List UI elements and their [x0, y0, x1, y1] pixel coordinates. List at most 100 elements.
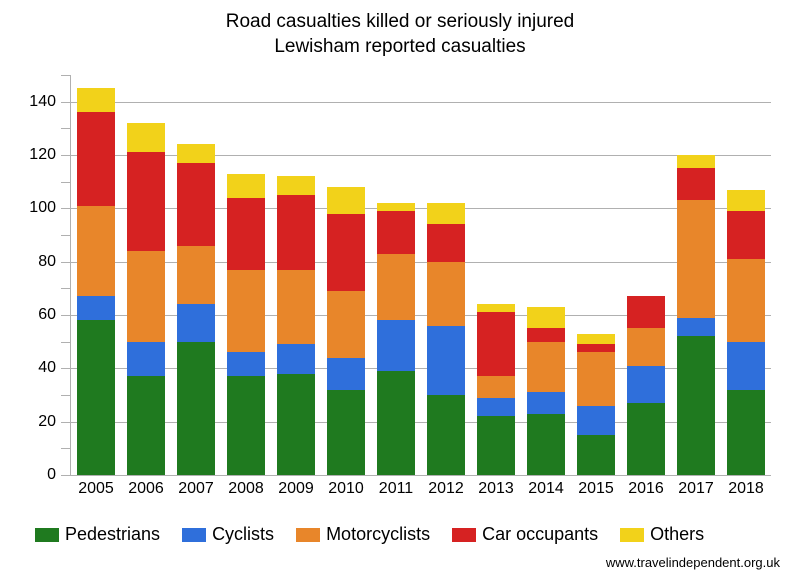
- segment-cyclists: [527, 392, 565, 413]
- x-axis-label: 2014: [528, 480, 564, 498]
- segment-cyclists: [77, 296, 115, 320]
- legend-label: Others: [650, 524, 704, 545]
- segment-car-occupants: [727, 211, 765, 259]
- gridline: [61, 102, 771, 103]
- segment-cyclists: [427, 326, 465, 395]
- segment-cyclists: [627, 366, 665, 403]
- y-tick: [61, 342, 71, 343]
- gridline: [61, 155, 771, 156]
- segment-pedestrians: [427, 395, 465, 475]
- legend-label: Pedestrians: [65, 524, 160, 545]
- y-axis-label: 40: [38, 359, 56, 377]
- plot-area: 0204060801001201402005200620072008200920…: [70, 75, 771, 476]
- x-axis-label: 2005: [78, 480, 114, 498]
- legend: Pedestrians Cyclists Motorcyclists Car occu…: [35, 524, 775, 545]
- x-axis-label: 2010: [328, 480, 364, 498]
- segment-car-occupants: [327, 214, 365, 291]
- y-tick: [61, 128, 71, 129]
- segment-others: [527, 307, 565, 328]
- segment-others: [727, 190, 765, 211]
- legend-label: Car occupants: [482, 524, 598, 545]
- y-axis-label: 100: [29, 199, 56, 217]
- segment-cyclists: [327, 358, 365, 390]
- y-axis-label: 80: [38, 253, 56, 271]
- segment-car-occupants: [77, 112, 115, 205]
- segment-car-occupants: [377, 211, 415, 254]
- segment-others: [577, 334, 615, 345]
- gridline: [61, 208, 771, 209]
- segment-car-occupants: [627, 296, 665, 328]
- x-axis-label: 2012: [428, 480, 464, 498]
- legend-item-motorcyclists: Motorcyclists: [296, 524, 430, 545]
- segment-motorcyclists: [377, 254, 415, 321]
- segment-motorcyclists: [577, 352, 615, 405]
- segment-car-occupants: [577, 344, 615, 352]
- segment-motorcyclists: [127, 251, 165, 342]
- segment-cyclists: [677, 318, 715, 337]
- segment-motorcyclists: [677, 200, 715, 317]
- legend-label: Cyclists: [212, 524, 274, 545]
- segment-cyclists: [227, 352, 265, 376]
- segment-motorcyclists: [477, 376, 515, 397]
- segment-car-occupants: [227, 198, 265, 270]
- segment-motorcyclists: [227, 270, 265, 353]
- legend-item-others: Others: [620, 524, 704, 545]
- segment-car-occupants: [177, 163, 215, 246]
- segment-cyclists: [177, 304, 215, 341]
- x-axis-label: 2017: [678, 480, 714, 498]
- y-axis-label: 120: [29, 146, 56, 164]
- title-line1: Road casualties killed or seriously inju…: [226, 11, 575, 32]
- segment-others: [427, 203, 465, 224]
- segment-motorcyclists: [177, 246, 215, 305]
- segment-others: [177, 144, 215, 163]
- legend-swatch: [182, 528, 206, 542]
- legend-item-pedestrians: Pedestrians: [35, 524, 160, 545]
- y-axis-label: 60: [38, 306, 56, 324]
- segment-pedestrians: [577, 435, 615, 475]
- gridline: [61, 475, 771, 476]
- segment-others: [127, 123, 165, 152]
- chart-container: Road casualties killed or seriously inju…: [0, 0, 800, 580]
- segment-car-occupants: [427, 224, 465, 261]
- segment-car-occupants: [527, 328, 565, 341]
- x-axis-label: 2008: [228, 480, 264, 498]
- x-axis-label: 2013: [478, 480, 514, 498]
- x-axis-label: 2009: [278, 480, 314, 498]
- segment-cyclists: [377, 320, 415, 371]
- segment-others: [327, 187, 365, 214]
- segment-motorcyclists: [727, 259, 765, 342]
- segment-others: [227, 174, 265, 198]
- x-axis-label: 2006: [128, 480, 164, 498]
- segment-cyclists: [127, 342, 165, 377]
- chart-title: Road casualties killed or seriously inju…: [0, 0, 800, 59]
- segment-others: [277, 176, 315, 195]
- segment-pedestrians: [727, 390, 765, 475]
- segment-cyclists: [727, 342, 765, 390]
- segment-others: [677, 155, 715, 168]
- x-axis-label: 2016: [628, 480, 664, 498]
- segment-pedestrians: [327, 390, 365, 475]
- segment-motorcyclists: [77, 206, 115, 297]
- attribution: www.travelindependent.org.uk: [606, 555, 780, 570]
- segment-pedestrians: [77, 320, 115, 475]
- segment-pedestrians: [227, 376, 265, 475]
- x-axis-label: 2011: [379, 480, 413, 498]
- segment-cyclists: [477, 398, 515, 417]
- y-axis-label: 20: [38, 413, 56, 431]
- y-tick: [61, 235, 71, 236]
- segment-car-occupants: [477, 312, 515, 376]
- legend-swatch: [35, 528, 59, 542]
- segment-motorcyclists: [627, 328, 665, 365]
- legend-item-cyclists: Cyclists: [182, 524, 274, 545]
- x-axis-label: 2018: [728, 480, 764, 498]
- y-axis-label: 140: [29, 93, 56, 111]
- segment-pedestrians: [377, 371, 415, 475]
- y-tick: [61, 448, 71, 449]
- segment-pedestrians: [527, 414, 565, 475]
- segment-cyclists: [577, 406, 615, 435]
- segment-others: [477, 304, 515, 312]
- legend-swatch: [452, 528, 476, 542]
- segment-others: [377, 203, 415, 211]
- segment-pedestrians: [127, 376, 165, 475]
- segment-car-occupants: [127, 152, 165, 251]
